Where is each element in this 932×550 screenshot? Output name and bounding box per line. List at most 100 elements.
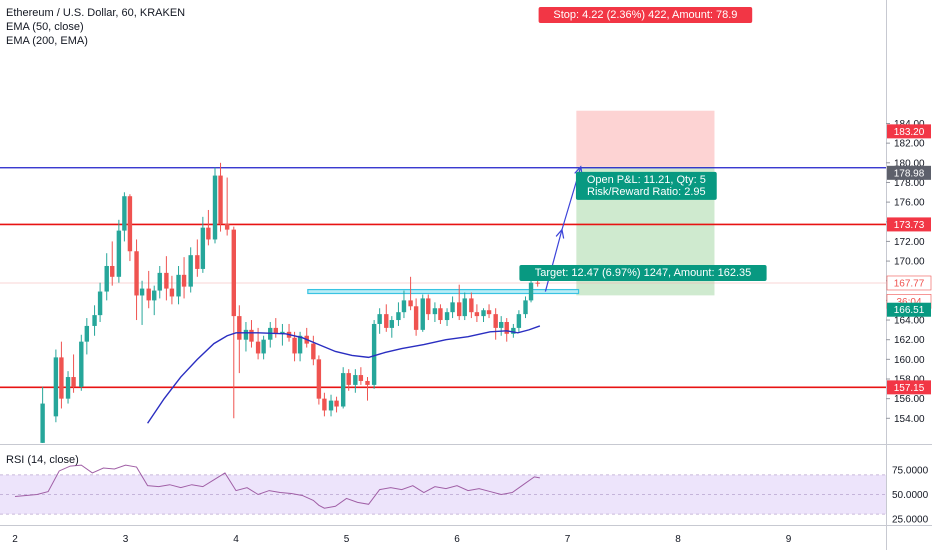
candle[interactable]	[474, 304, 480, 323]
price-tag[interactable]: 166.51	[887, 302, 931, 317]
ema200-legend[interactable]: EMA (200, EMA)	[6, 35, 88, 47]
rsi-legend[interactable]: RSI (14, close)	[6, 454, 79, 466]
candle[interactable]	[40, 386, 45, 453]
candle[interactable]	[134, 239, 139, 321]
candle[interactable]	[65, 371, 71, 404]
candle[interactable]	[249, 320, 254, 348]
candle[interactable]	[176, 265, 181, 305]
candle[interactable]	[481, 308, 486, 323]
candle[interactable]	[499, 316, 504, 336]
target-label[interactable]: Target: 12.47 (6.97%) 1247, Amount: 162.…	[519, 265, 767, 281]
candle[interactable]	[322, 392, 327, 417]
candle[interactable]	[304, 327, 309, 348]
candle[interactable]	[104, 253, 109, 301]
candle[interactable]	[413, 298, 419, 336]
candle[interactable]	[365, 377, 370, 401]
candle[interactable]	[457, 284, 462, 321]
candle[interactable]	[340, 367, 346, 409]
candle[interactable]	[396, 302, 401, 326]
candle[interactable]	[181, 257, 187, 299]
candle[interactable]	[218, 162, 223, 232]
candle[interactable]	[408, 276, 413, 311]
candle[interactable]	[116, 219, 122, 283]
price-pane[interactable]	[0, 110, 886, 453]
candle[interactable]	[169, 275, 175, 305]
ema50-legend[interactable]: EMA (50, close)	[6, 21, 84, 33]
candle[interactable]	[157, 265, 162, 299]
rsi-axis[interactable]: 75.0000 50.0000 25.0000	[892, 466, 929, 526]
candle[interactable]	[486, 304, 492, 319]
candle[interactable]	[401, 290, 407, 319]
candle[interactable]	[59, 341, 64, 409]
candle[interactable]	[188, 247, 193, 293]
candle[interactable]	[79, 334, 84, 391]
candle[interactable]	[261, 335, 266, 360]
candle[interactable]	[292, 331, 297, 362]
candle[interactable]	[311, 335, 316, 366]
candle[interactable]	[146, 270, 151, 309]
price-tag[interactable]: 167.77	[886, 275, 932, 291]
price-tag[interactable]: 183.20	[887, 124, 931, 139]
candle[interactable]	[206, 209, 211, 246]
candle[interactable]	[200, 216, 206, 273]
candle[interactable]	[516, 310, 522, 332]
candle[interactable]	[237, 305, 242, 374]
candle[interactable]	[523, 296, 528, 319]
candle[interactable]	[377, 308, 382, 334]
candle[interactable]	[504, 318, 509, 342]
candle[interactable]	[346, 369, 351, 391]
candle[interactable]	[469, 292, 474, 319]
symbol-title[interactable]: Ethereum / U.S. Dollar, 60, KRAKEN	[6, 7, 186, 19]
candle[interactable]	[71, 354, 76, 393]
candle[interactable]	[528, 278, 534, 303]
candle[interactable]	[426, 294, 431, 321]
candle[interactable]	[164, 256, 169, 301]
candle[interactable]	[316, 355, 322, 405]
candle[interactable]	[328, 394, 334, 417]
entry-zone[interactable]	[307, 288, 580, 295]
price-tag[interactable]: 178.98	[887, 165, 931, 180]
candle[interactable]	[224, 177, 230, 236]
candle[interactable]	[444, 308, 450, 326]
candle[interactable]	[268, 322, 273, 348]
candle[interactable]	[280, 323, 285, 346]
candle[interactable]	[53, 349, 59, 423]
candle[interactable]	[84, 318, 90, 355]
candle[interactable]	[152, 285, 157, 316]
candle[interactable]	[127, 194, 133, 262]
candle[interactable]	[358, 367, 364, 385]
candle[interactable]	[511, 323, 516, 338]
time-axis[interactable]: 2 3 4 5 6 7 8 9	[12, 534, 792, 545]
candle[interactable]	[420, 294, 425, 332]
candle[interactable]	[462, 292, 467, 321]
rsi-pane[interactable]	[0, 464, 886, 515]
price-tag[interactable]: 157.15	[887, 380, 931, 395]
candle[interactable]	[195, 239, 200, 277]
candle[interactable]	[139, 280, 145, 325]
candle[interactable]	[389, 316, 395, 338]
candle[interactable]	[371, 320, 377, 389]
candle[interactable]	[122, 192, 127, 242]
candle[interactable]	[438, 304, 443, 324]
candle[interactable]	[243, 322, 249, 352]
ema-line[interactable]	[147, 325, 541, 424]
stop-zone[interactable]	[576, 110, 715, 167]
candle[interactable]	[286, 323, 292, 342]
candle[interactable]	[432, 302, 438, 323]
candle[interactable]	[212, 167, 218, 244]
candle[interactable]	[92, 305, 97, 336]
candle[interactable]	[110, 241, 115, 286]
price-tag[interactable]: 173.73	[887, 217, 931, 232]
candle[interactable]	[384, 304, 389, 332]
candle[interactable]	[97, 282, 103, 323]
candle[interactable]	[231, 226, 236, 419]
price-axis[interactable]: 154.00 156.00 158.00 160.00 162.00 164.00166.…	[886, 119, 925, 425]
stop-label[interactable]: Stop: 4.22 (2.36%) 422, Amount: 78.9	[538, 7, 753, 23]
candle[interactable]	[353, 369, 358, 393]
candle[interactable]	[493, 308, 498, 340]
candle[interactable]	[450, 296, 455, 319]
candle[interactable]	[334, 396, 339, 413]
rsi-line[interactable]	[14, 464, 540, 509]
